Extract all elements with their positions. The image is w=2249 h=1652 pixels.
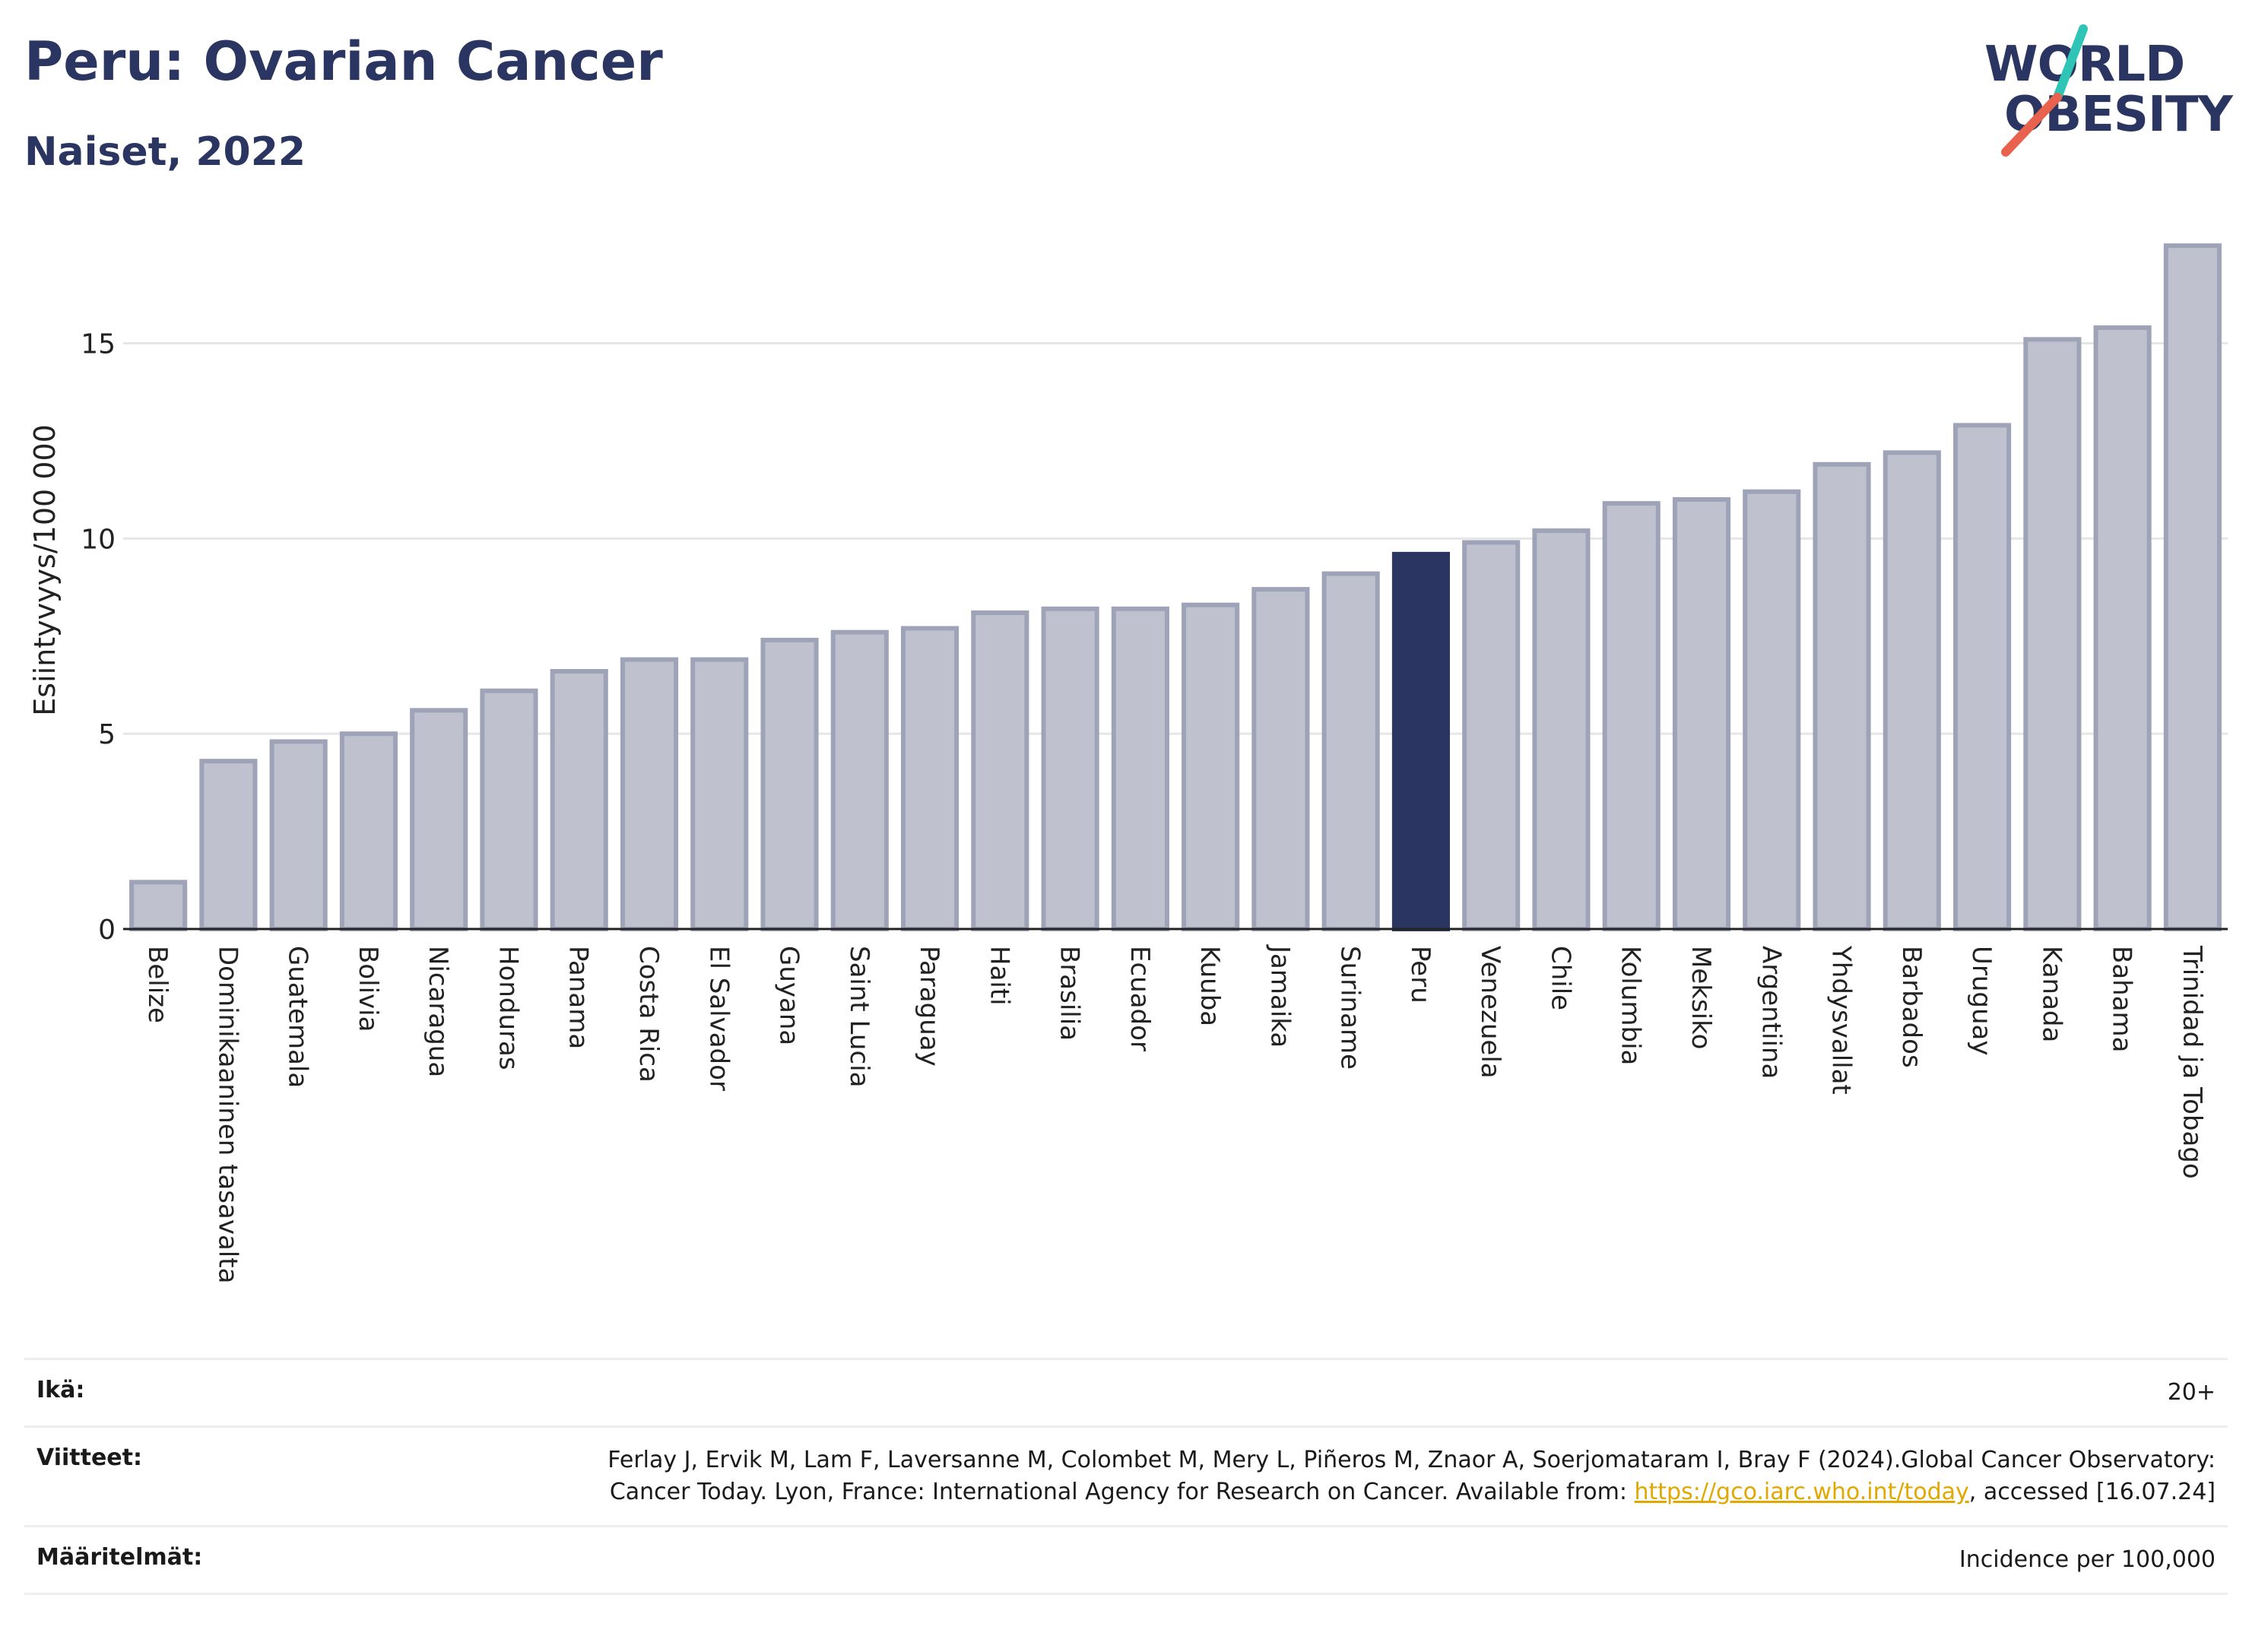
definitions-value: Incidence per 100,000 — [1959, 1546, 2216, 1573]
grid-layer — [123, 342, 2228, 735]
bar — [410, 708, 468, 931]
x-tick-label: Panama — [563, 946, 594, 1049]
x-tick-label: Nicaragua — [423, 946, 453, 1077]
bar-layer — [129, 243, 2222, 932]
x-tick-label: Paraguay — [914, 946, 944, 1067]
references-value: Ferlay J, Ervik M, Lam F, Laversanne M, … — [558, 1444, 2216, 1508]
x-tick-label: Bolivia — [353, 946, 383, 1032]
bar — [760, 637, 819, 932]
bar — [2093, 325, 2152, 931]
x-tick-label: Brasilia — [1055, 946, 1085, 1041]
bar — [1462, 540, 1521, 931]
bar — [1602, 501, 1661, 931]
x-tick-label: Trinidad ja Tobago — [2177, 945, 2207, 1179]
page-subtitle: Naiset, 2022 — [24, 129, 306, 175]
y-tick-label: 15 — [81, 329, 116, 360]
bar — [550, 669, 608, 931]
y-axis-label: Esiintyvyys/100 000 — [28, 424, 62, 716]
x-tick-label: Suriname — [1335, 946, 1366, 1070]
x-tick-label: Guyana — [774, 946, 804, 1045]
bar — [1532, 528, 1591, 931]
bar — [1251, 587, 1310, 931]
info-table: Ikä: 20+ Viitteet: Ferlay J, Ervik M, La… — [24, 1358, 2228, 1595]
x-tick-label: Barbados — [1896, 946, 1927, 1068]
bar — [269, 739, 328, 931]
bar — [901, 626, 960, 931]
x-tick-label: Argentiina — [1756, 946, 1786, 1079]
age-value: 20+ — [2167, 1379, 2216, 1406]
x-tick-label: El Salvador — [703, 946, 734, 1091]
definitions-label: Määritelmät: — [36, 1544, 203, 1571]
bar — [1883, 450, 1941, 931]
x-tick-label: Jamaika — [1264, 944, 1295, 1048]
bar — [830, 629, 889, 931]
x-tick-label: Peru — [1405, 946, 1435, 1004]
references-text-1: Ferlay J, Ervik M, Lam F, Laversanne M, … — [607, 1447, 2216, 1505]
world-obesity-logo: WORLD OBESITY — [1984, 21, 2235, 166]
bar — [2163, 243, 2222, 931]
bar — [1672, 497, 1731, 931]
x-tick-label: Kuuba — [1194, 946, 1225, 1026]
x-tick-label: Honduras — [493, 946, 523, 1070]
bar — [1321, 571, 1380, 931]
x-tick-label: Meksiko — [1686, 946, 1716, 1049]
bar — [339, 731, 398, 931]
x-tick-label: Saint Lucia — [844, 946, 874, 1087]
info-row-references: Viitteet: Ferlay J, Ervik M, Lam F, Lave… — [24, 1425, 2228, 1525]
bar — [1813, 461, 1871, 931]
age-label: Ikä: — [36, 1377, 85, 1403]
x-tick-label: Haiti — [984, 946, 1014, 1006]
x-tick-label: Kolumbia — [1616, 946, 1646, 1065]
axis-layer: 0 5 10 15 Belize Dominikaaninen tasavalta Guat… — [81, 329, 2228, 1283]
info-row-definitions: Määritelmät: Incidence per 100,000 — [24, 1525, 2228, 1595]
x-tick-label: Guatemala — [283, 946, 313, 1088]
info-row-age: Ikä: 20+ — [24, 1358, 2228, 1425]
bar — [971, 610, 1029, 931]
x-tick-label: Bahama — [2107, 946, 2137, 1053]
bar — [1182, 602, 1240, 931]
references-text-2: , accessed [16.07.24] — [1968, 1479, 2216, 1505]
x-tick-label: Costa Rica — [633, 946, 664, 1083]
references-label: Viitteet: — [36, 1444, 142, 1471]
bar — [199, 759, 258, 931]
page-title: Peru: Ovarian Cancer — [24, 30, 663, 93]
bar — [129, 880, 188, 932]
logo-slash-icon — [2001, 24, 2088, 157]
x-tick-label: Yhdysvallat — [1826, 945, 1857, 1095]
x-tick-label: Venezuela — [1475, 946, 1505, 1079]
y-tick-label: 10 — [81, 524, 116, 555]
bar-highlight — [1391, 551, 1450, 932]
bar — [1953, 423, 2012, 931]
x-tick-label: Belize — [142, 946, 173, 1023]
x-tick-label: Kanada — [2036, 946, 2067, 1042]
x-tick-label: Chile — [1545, 946, 1575, 1010]
bar — [2023, 337, 2082, 931]
bar-chart: 0 5 10 15 Belize Dominikaaninen tasavalta Guat… — [28, 243, 2228, 1283]
y-tick-label: 5 — [98, 719, 116, 750]
x-tick-label: Ecuador — [1124, 946, 1155, 1051]
x-tick-label: Uruguay — [1966, 946, 1997, 1056]
logo-line-1: WORLD — [1984, 36, 2185, 93]
bar — [1041, 606, 1099, 931]
bar — [1743, 489, 1801, 931]
bar — [480, 688, 538, 931]
y-tick-label: 0 — [98, 915, 116, 946]
references-link[interactable]: https://gco.iarc.who.int/today — [1634, 1479, 1969, 1505]
bar — [690, 657, 749, 931]
bar — [1111, 606, 1169, 931]
x-tick-label: Dominikaaninen tasavalta — [212, 946, 243, 1283]
bar — [620, 657, 679, 931]
